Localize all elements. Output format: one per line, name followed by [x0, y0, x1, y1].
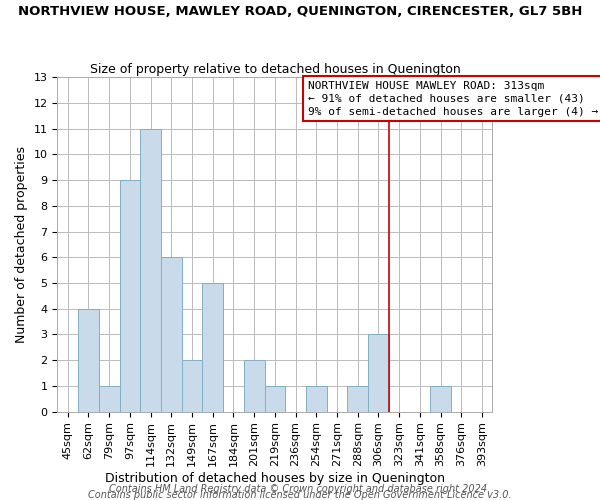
Bar [430, 386, 451, 411]
Text: Contains public sector information licensed under the Open Government Licence v3: Contains public sector information licen… [88, 490, 512, 500]
Bar [140, 128, 161, 412]
Bar [202, 283, 223, 412]
Title: Size of property relative to detached houses in Quenington: Size of property relative to detached ho… [89, 63, 460, 76]
Bar [161, 257, 182, 412]
Bar [244, 360, 265, 412]
Bar [119, 180, 140, 412]
Text: Contains HM Land Registry data © Crown copyright and database right 2024.: Contains HM Land Registry data © Crown c… [109, 484, 491, 494]
Bar [182, 360, 202, 412]
Y-axis label: Number of detached properties: Number of detached properties [15, 146, 28, 343]
Bar [347, 386, 368, 411]
Bar [78, 308, 99, 412]
X-axis label: Distribution of detached houses by size in Quenington: Distribution of detached houses by size … [105, 472, 445, 485]
Bar [265, 386, 285, 411]
Text: NORTHVIEW HOUSE, MAWLEY ROAD, QUENINGTON, CIRENCESTER, GL7 5BH: NORTHVIEW HOUSE, MAWLEY ROAD, QUENINGTON… [18, 5, 582, 18]
Bar [368, 334, 389, 411]
Text: NORTHVIEW HOUSE MAWLEY ROAD: 313sqm
← 91% of detached houses are smaller (43)
9%: NORTHVIEW HOUSE MAWLEY ROAD: 313sqm ← 91… [308, 80, 598, 117]
Bar [306, 386, 326, 411]
Bar [99, 386, 119, 411]
